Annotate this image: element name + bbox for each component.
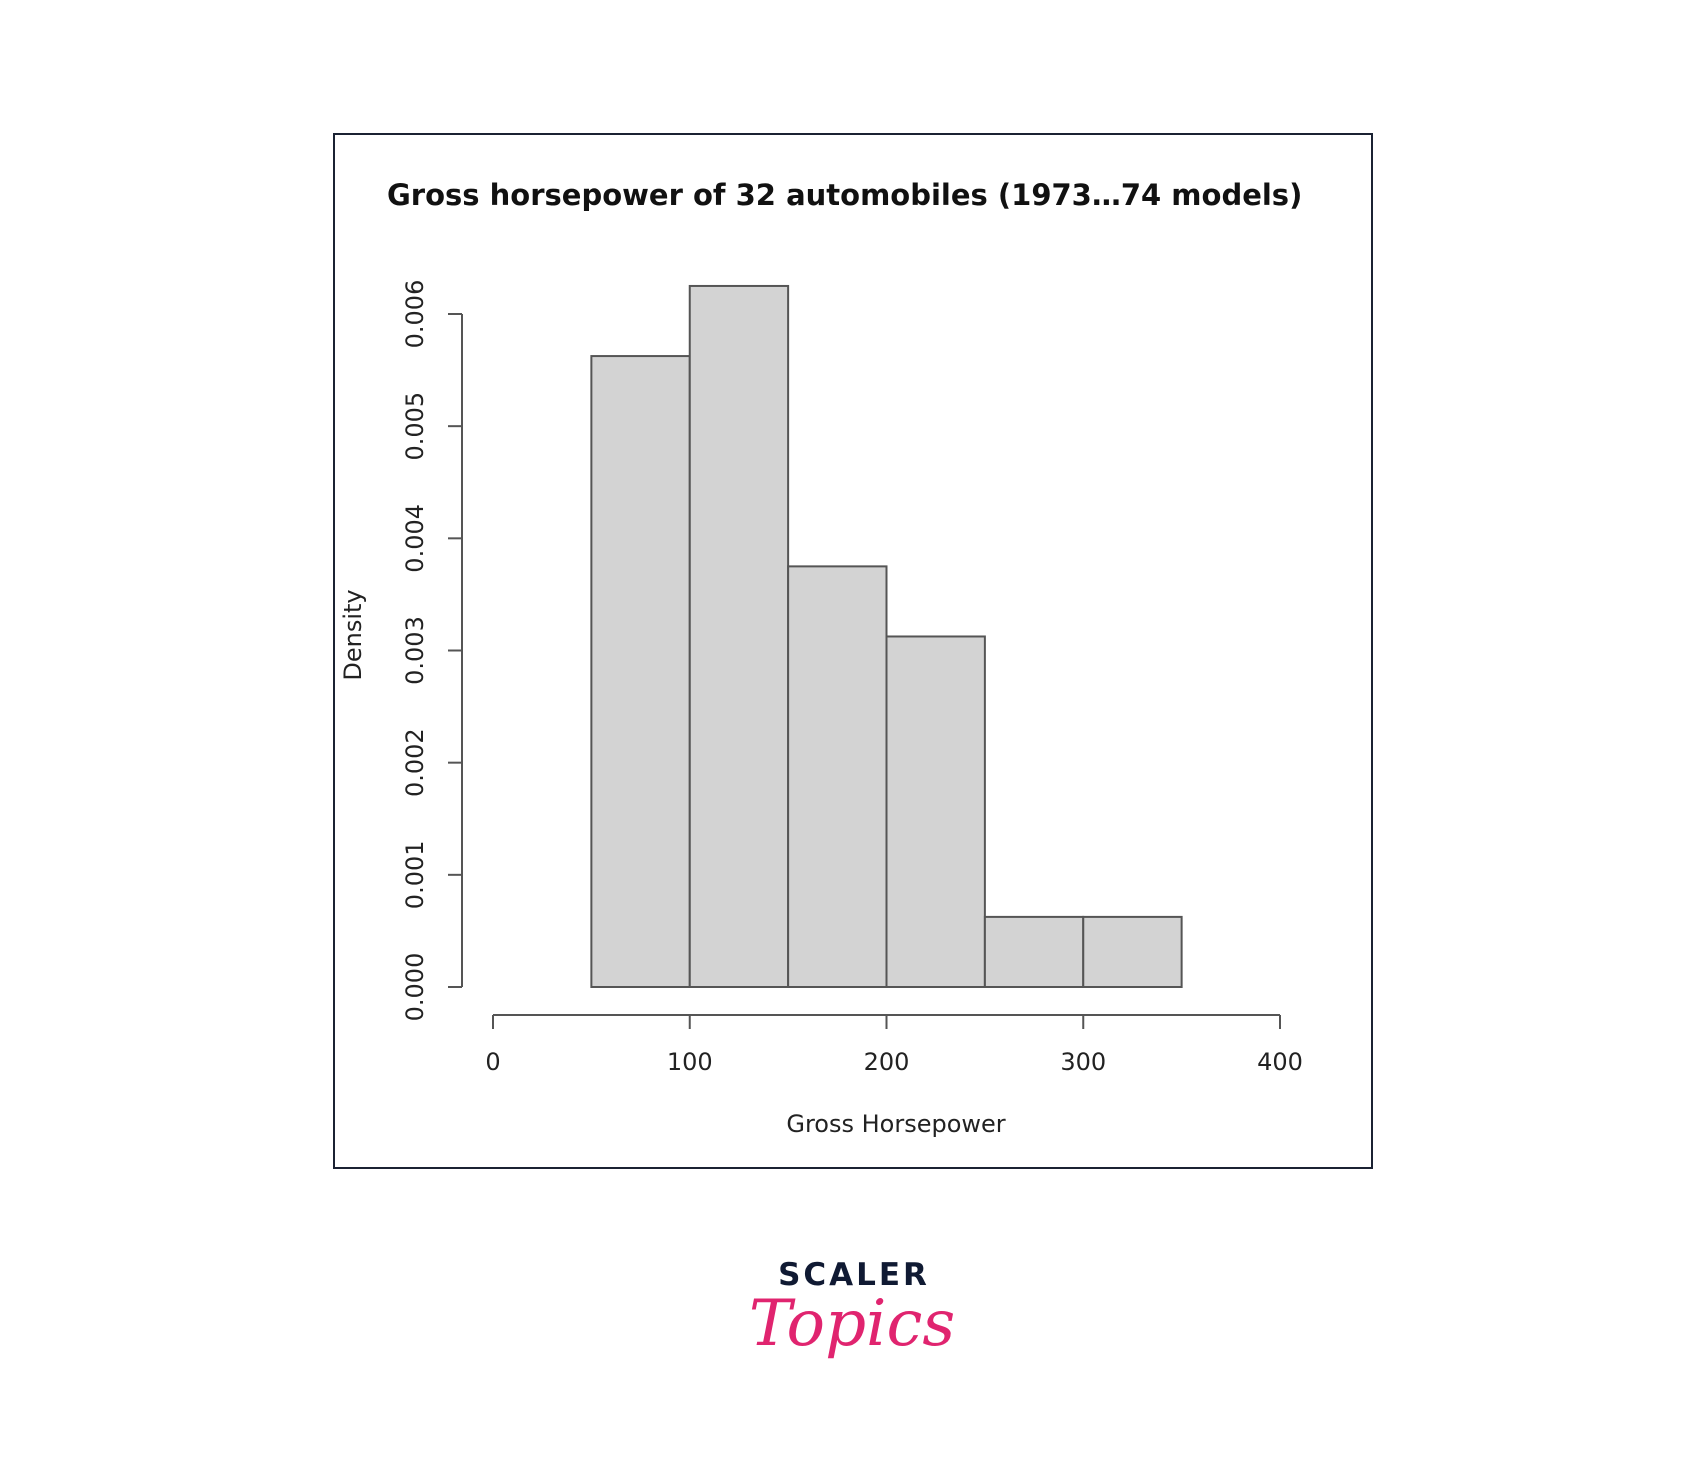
y-axis: 0.000 0.001 0.002 0.003 0.004 0.005 0.006 bbox=[401, 280, 463, 1022]
y-tick-label: 0.002 bbox=[401, 728, 429, 797]
y-tick-label: 0.005 bbox=[401, 392, 429, 461]
x-tick-label: 0 bbox=[485, 1048, 500, 1076]
x-axis-label: Gross Horsepower bbox=[786, 1110, 1005, 1138]
histogram-bar-3 bbox=[787, 565, 888, 988]
y-tick-label: 0.000 bbox=[401, 953, 429, 1022]
histogram-bar-2 bbox=[688, 284, 790, 989]
y-tick-label: 0.001 bbox=[401, 840, 429, 909]
x-axis: 0 100 200 300 400 bbox=[485, 1014, 1303, 1076]
histogram-bar-1 bbox=[590, 355, 691, 988]
histogram-bar-6 bbox=[1082, 915, 1183, 988]
x-tick-label: 200 bbox=[864, 1048, 910, 1076]
brand-logo-scaler: SCALER bbox=[778, 1257, 930, 1293]
x-tick-label: 100 bbox=[667, 1048, 713, 1076]
chart-title: Gross horsepower of 32 automobiles (1973… bbox=[387, 178, 1302, 212]
histogram-bar-4 bbox=[885, 635, 986, 989]
bars-group bbox=[590, 284, 1183, 989]
brand-logo-topics: Topics bbox=[749, 1287, 955, 1361]
y-tick-label: 0.003 bbox=[401, 616, 429, 685]
y-tick-label: 0.004 bbox=[401, 504, 429, 573]
histogram-bar-5 bbox=[983, 915, 1085, 988]
y-tick-label: 0.006 bbox=[401, 280, 429, 349]
x-tick-label: 400 bbox=[1257, 1048, 1303, 1076]
y-axis-label: Density bbox=[339, 589, 367, 680]
x-tick-label: 300 bbox=[1060, 1048, 1106, 1076]
